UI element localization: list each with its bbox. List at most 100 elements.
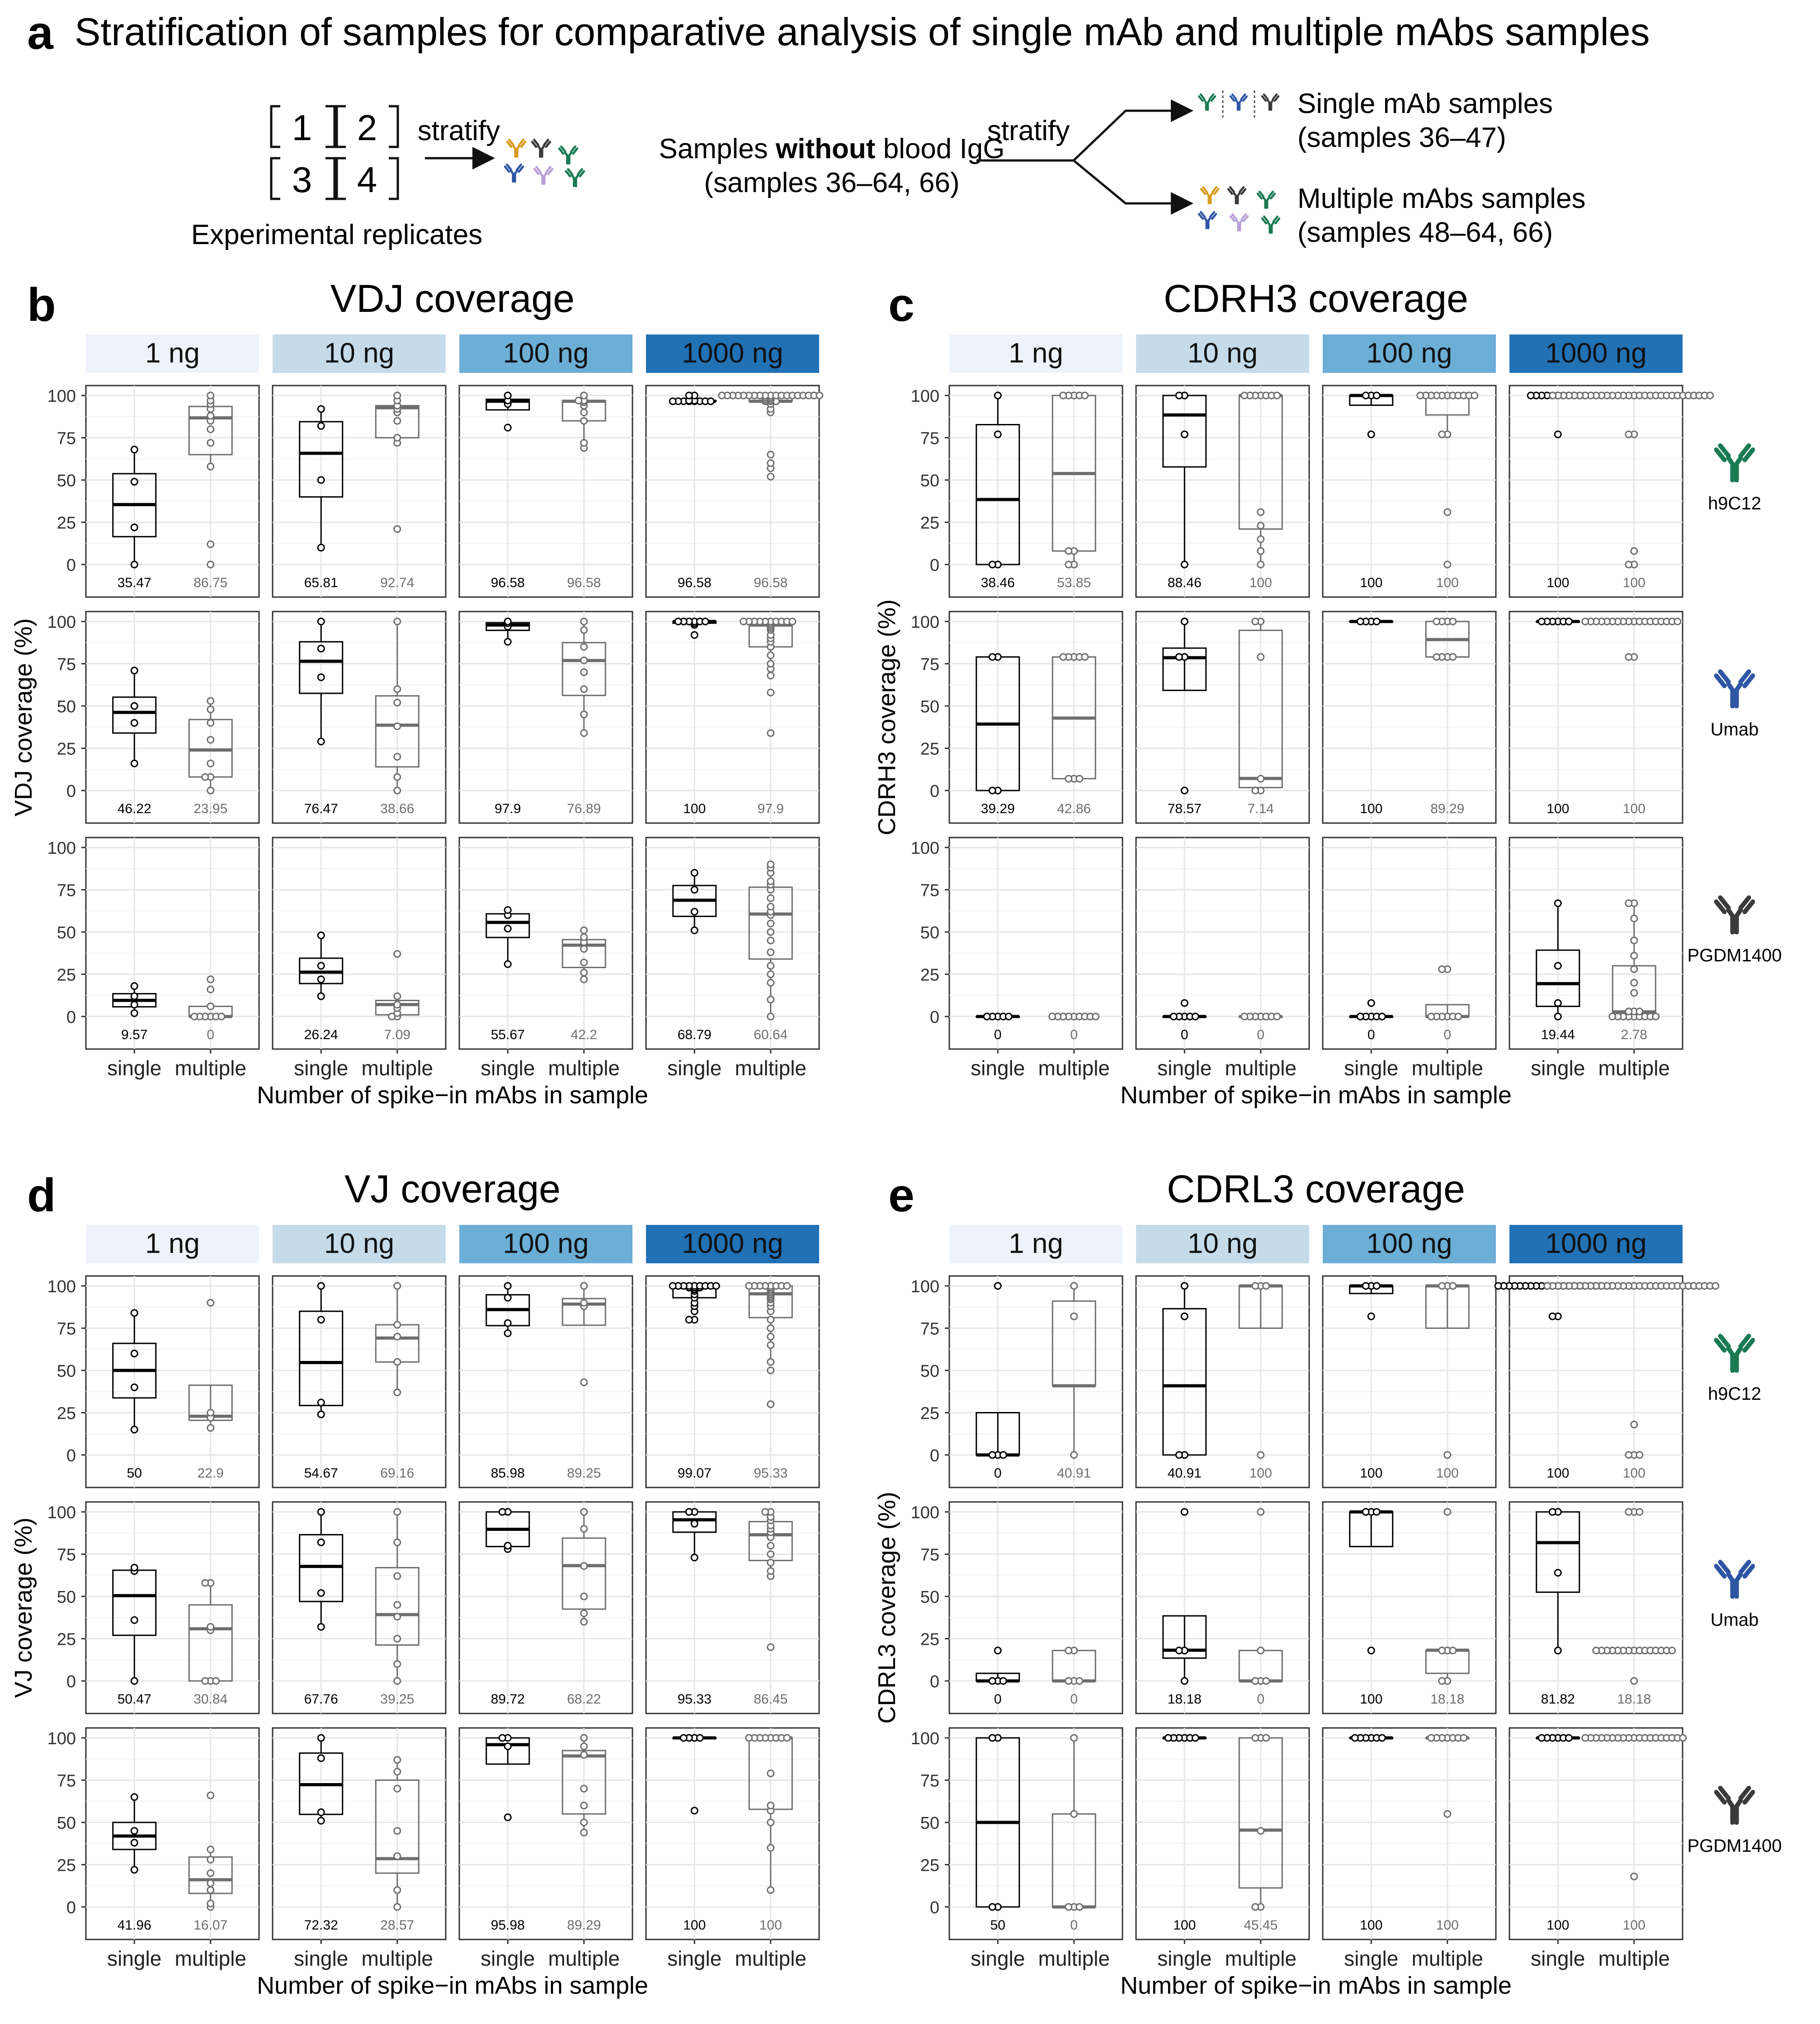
data-point (1549, 391, 1557, 400)
facet-strip-label: 100 ng (1367, 1228, 1452, 1259)
median-label: 16.07 (193, 1918, 227, 1933)
data-point (580, 417, 588, 425)
data-point (207, 425, 215, 433)
panel-frame (85, 611, 260, 824)
data-point (1257, 653, 1265, 661)
panel-frame (272, 1501, 447, 1714)
data-point (1378, 1734, 1386, 1742)
panel-frame (948, 1501, 1123, 1714)
panel-frame (645, 837, 820, 1050)
data-point (767, 970, 775, 978)
data-point (504, 1294, 512, 1302)
x-tick-label: single (971, 1947, 1025, 1970)
median-label: 96.58 (678, 575, 712, 590)
median-label: 89.25 (567, 1466, 601, 1481)
data-point (207, 1424, 215, 1432)
data-point (207, 540, 215, 548)
data-point (767, 1550, 775, 1558)
data-point (504, 925, 512, 933)
y-tick-label: 75 (920, 1546, 939, 1565)
data-point (816, 391, 824, 400)
facet-strip-label: 10 ng (1188, 338, 1258, 369)
arrow-stratify-2 (976, 99, 1193, 162)
x-tick-label: multiple (1038, 1056, 1110, 1080)
data-point (580, 656, 588, 664)
data-point (767, 948, 775, 956)
data-point (393, 773, 401, 781)
data-point (207, 439, 215, 447)
data-point (317, 1282, 325, 1290)
data-point (393, 617, 401, 626)
data-point (696, 1734, 704, 1742)
y-tick-label: 75 (57, 881, 76, 900)
y-tick-label: 50 (920, 1814, 939, 1833)
data-point (767, 1324, 775, 1332)
data-point (580, 1618, 588, 1626)
data-point (767, 894, 775, 902)
data-point (1636, 1007, 1644, 1016)
y-tick-label: 100 (911, 1277, 939, 1296)
y-tick-label: 50 (57, 471, 76, 490)
y-tick-label: 0 (930, 782, 939, 801)
data-point (393, 1635, 401, 1643)
facet-strip-label: 1000 ng (682, 1228, 783, 1259)
y-tick-label: 75 (920, 881, 939, 900)
panel-frame (272, 611, 447, 824)
facet-panel: 100 100 (1322, 385, 1497, 598)
x-tick-label: multiple (362, 1947, 434, 1970)
data-point (393, 685, 401, 693)
y-tick-label: 100 (47, 387, 76, 406)
data-point (207, 1900, 215, 1908)
panel-letter-e: e (888, 1169, 915, 1222)
data-point (1679, 1734, 1687, 1742)
facet-panel: 76.47 38.66 (272, 611, 447, 824)
facet-panel: 19.44 2.78 (1509, 837, 1683, 1050)
data-point (1257, 1827, 1265, 1835)
replicate-1: 1 (292, 108, 312, 148)
x-tick-label: multiple (1225, 1947, 1297, 1970)
data-point (1372, 617, 1381, 626)
data-point (130, 1309, 138, 1317)
data-point (1625, 653, 1633, 661)
data-point (988, 653, 996, 661)
data-point (1075, 775, 1084, 783)
data-point (504, 1813, 512, 1822)
data-point (1065, 560, 1073, 569)
data-point (1565, 617, 1573, 626)
data-point (317, 405, 325, 413)
data-point (317, 738, 325, 746)
data-point (130, 982, 138, 990)
facet-panel: 89.72 68.22 (458, 1501, 633, 1714)
facet-strip-label: 1000 ng (1545, 1228, 1646, 1259)
data-point (783, 1734, 791, 1742)
data-point (1356, 1012, 1364, 1021)
y-tick-label: 50 (57, 1814, 76, 1833)
x-tick-label: single (667, 1947, 721, 1970)
data-point (1449, 1282, 1457, 1290)
chart-title: VJ coverage (344, 1167, 561, 1211)
facet-panel: 100 18.18 (1322, 1501, 1497, 1714)
data-point (393, 1321, 401, 1329)
data-point (1065, 1647, 1073, 1655)
data-point (580, 1282, 588, 1290)
facet-panel: 100 100 (1322, 1275, 1497, 1488)
data-point (1438, 965, 1446, 973)
y-tick-label: 0 (66, 1898, 76, 1917)
data-point (1180, 1312, 1188, 1320)
data-point (767, 1366, 775, 1374)
median-label: 53.85 (1057, 575, 1091, 590)
facet-panel: 41.96 16.07 (85, 1727, 260, 1940)
data-point (1438, 1677, 1446, 1685)
panel-a: a Stratification of samples for comparat… (27, 7, 1650, 250)
data-point (669, 397, 677, 405)
data-point (504, 391, 512, 400)
data-point (685, 1508, 693, 1516)
data-point (1554, 962, 1562, 970)
x-tick-label: single (667, 1056, 721, 1080)
panel-frame (645, 611, 820, 824)
y-tick-label: 0 (930, 1672, 939, 1691)
data-point (504, 1329, 512, 1337)
y-tick-label: 25 (920, 1630, 939, 1649)
panel-frame (948, 1727, 1123, 1940)
